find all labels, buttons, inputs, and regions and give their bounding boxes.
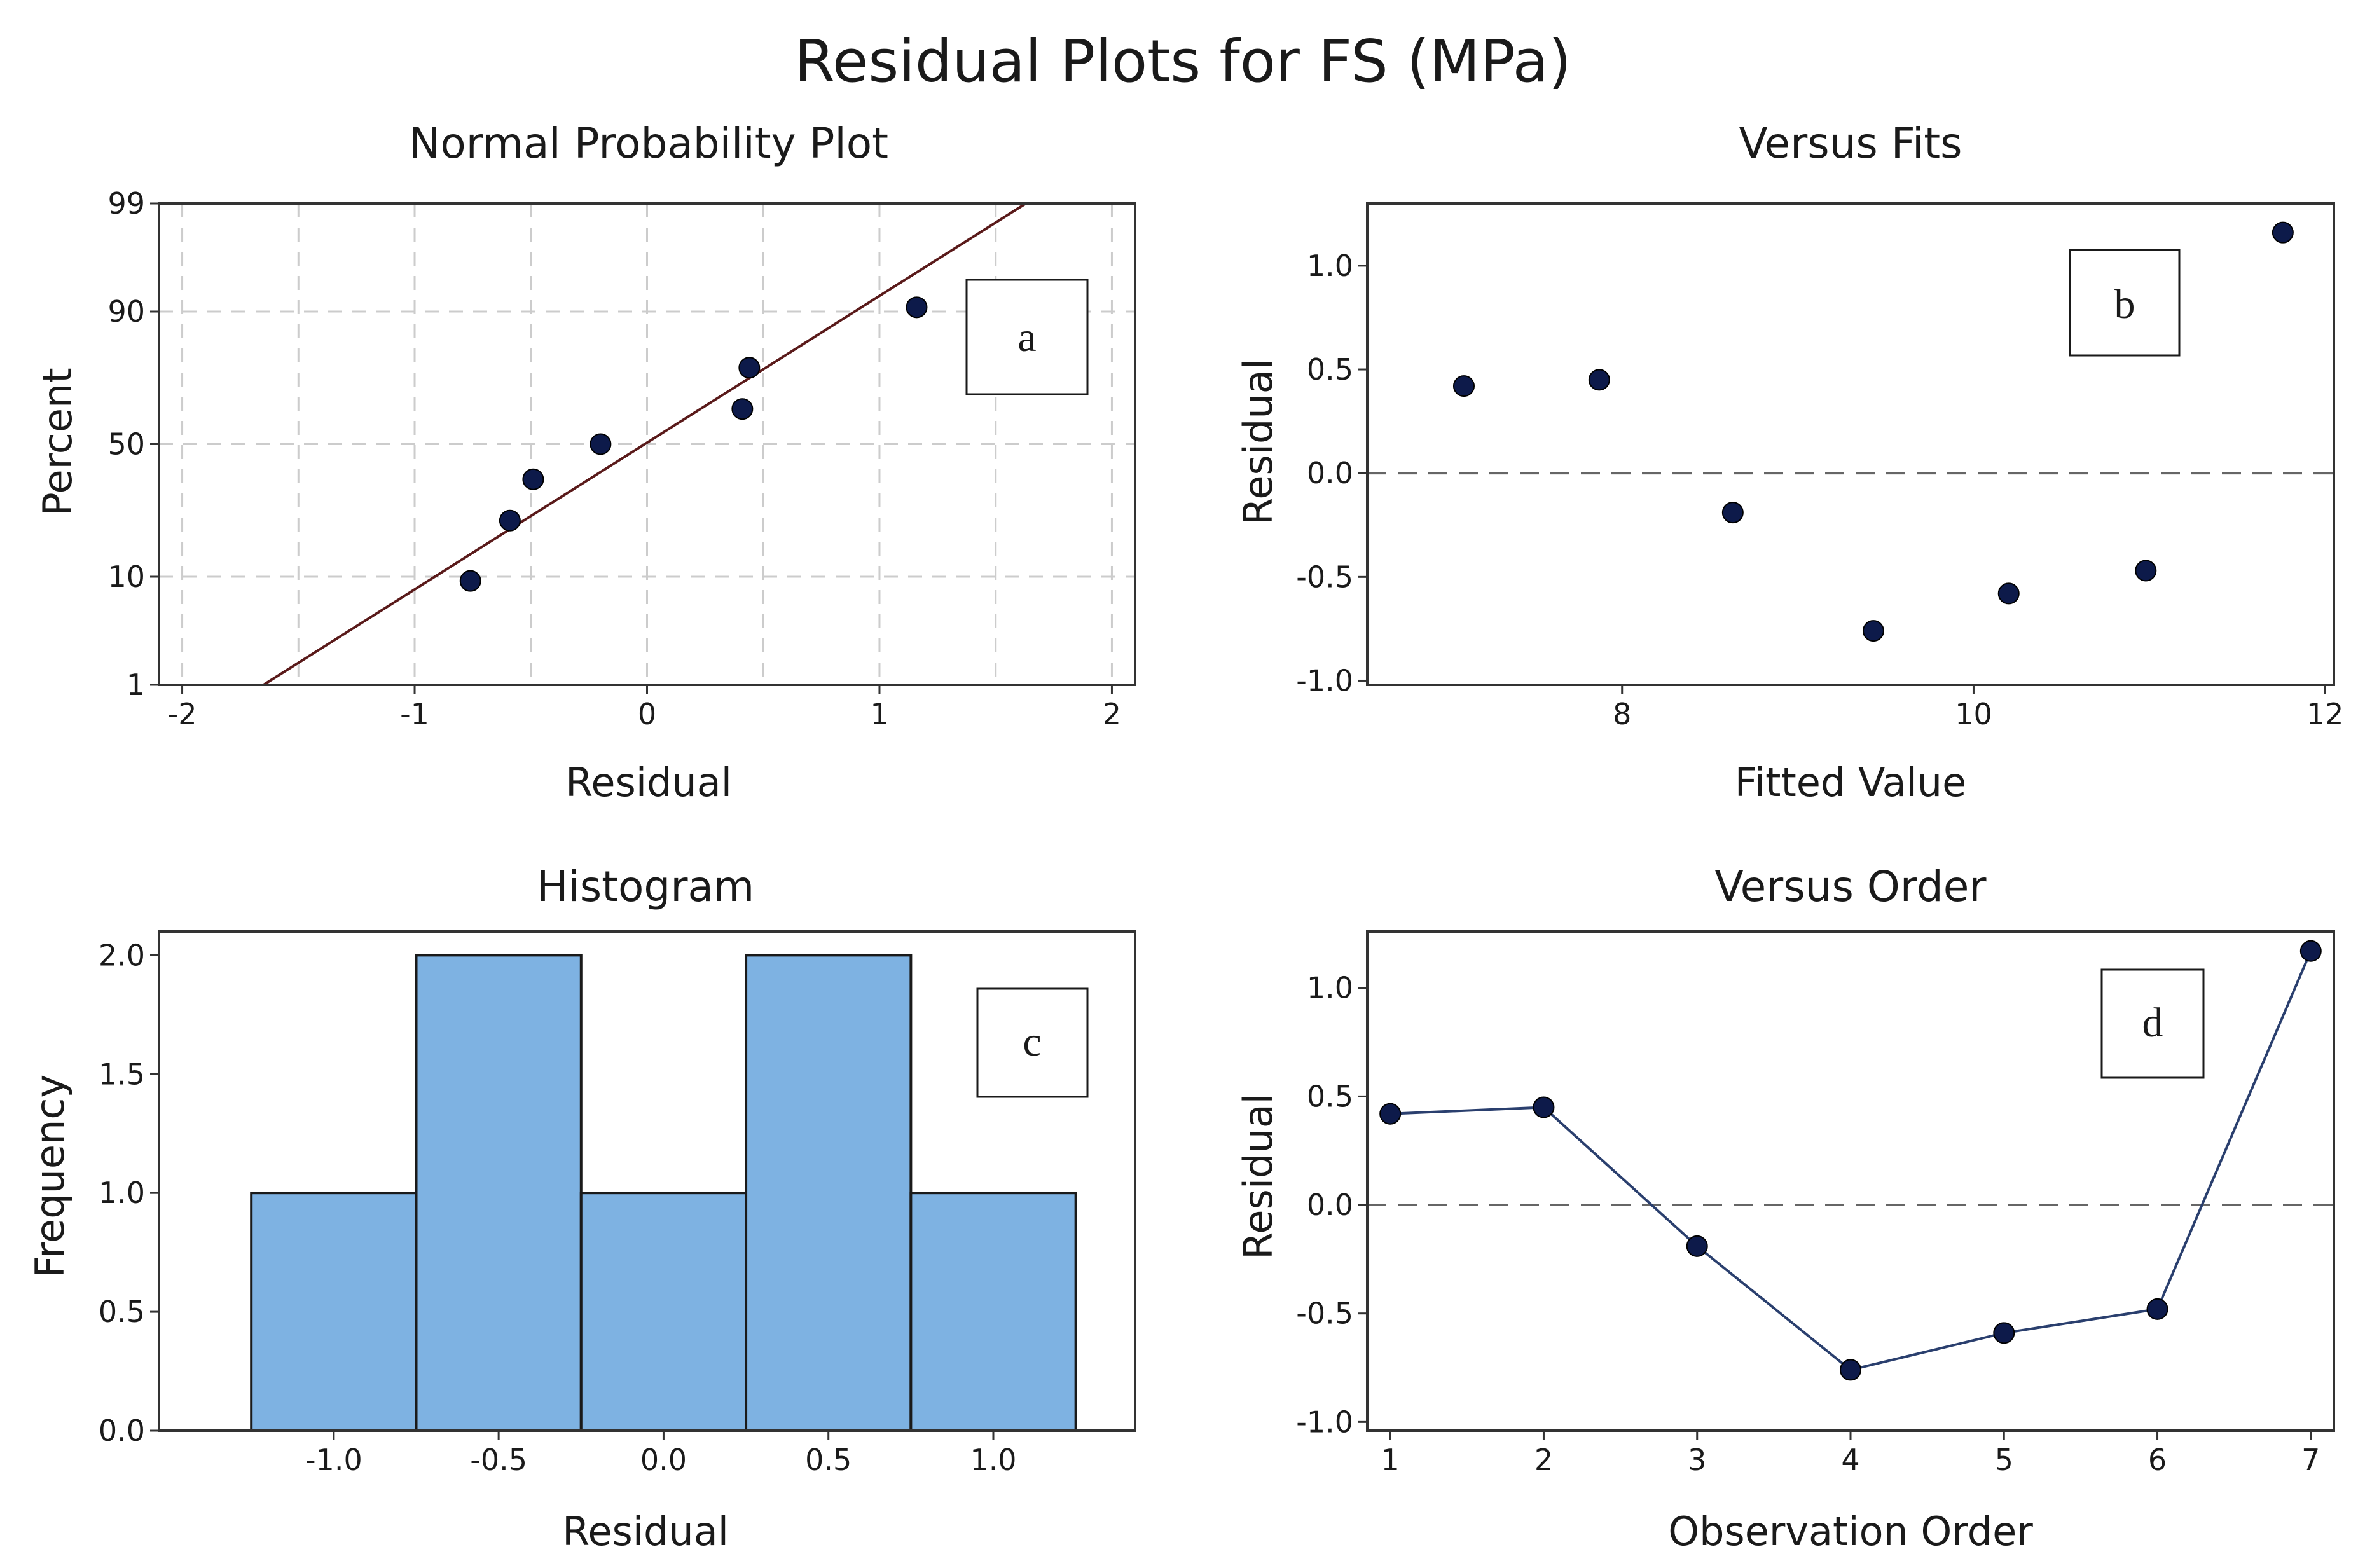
y-axis-label: Residual [1235,1093,1281,1260]
x-tick-label: 4 [1841,1443,1859,1477]
panel-letter-box: c [976,987,1089,1098]
panel-title: Histogram [537,862,754,911]
x-tick-label: 2 [1103,697,1121,731]
x-axis-label: Observation Order [1668,1508,2033,1555]
y-tick-label: 0.0 [1307,456,1353,490]
plot-frame [158,930,1136,1432]
panel-letter-box: b [2069,249,2181,357]
data-point [738,357,761,379]
y-tick-label: -0.5 [1296,560,1353,594]
histogram-bar [745,954,913,1432]
panel-versus-fits: Versus Fits Fitted Value Residual 8 10 12 -… [1235,119,2343,806]
x-tick-label: 2 [1534,1443,1553,1477]
y-tick-label: 1.0 [1307,249,1353,283]
x-tick-label: 12 [2306,697,2344,731]
x-tick-label: 5 [1995,1443,2013,1477]
panel-letter: d [2142,1000,2163,1046]
data-point [1862,620,1884,642]
x-axis-label: Fitted Value [1735,759,1966,806]
data-point [459,570,481,592]
x-tick-label: -1 [400,697,429,731]
panel-title: Versus Fits [1739,119,1962,168]
y-tick-label: 0.5 [99,1295,145,1329]
y-tick-label: 1.0 [1307,971,1353,1005]
y-tick-label: -0.5 [1296,1296,1353,1331]
y-tick-label: 1.0 [99,1176,145,1210]
y-tick-label: 0.5 [1307,1079,1353,1113]
plot-frame [1366,202,2335,686]
y-axis-label: Residual [1235,359,1281,525]
histogram-bar [415,954,583,1432]
figure-title: Residual Plots for FS (MPa) [794,27,1571,95]
x-tick-label: 3 [1688,1443,1706,1477]
x-tick-label: 8 [1613,697,1631,731]
data-point [1686,1235,1708,1257]
data-point [1721,502,1744,524]
y-axis-label: Percent [34,368,81,516]
panel-letter-box: a [965,279,1089,395]
y-axis-label: Frequency [27,1075,73,1278]
panel-letter: b [2114,281,2135,327]
panel-letter: a [1017,314,1036,361]
y-tick-label: 90 [107,294,145,329]
y-tick-label: 50 [107,427,145,462]
x-tick-label: 10 [1955,697,1992,731]
y-tick-label: 99 [107,186,145,221]
panel-histogram: Histogram Residual Frequency -1.0 -0.5 0.0… [27,862,1136,1555]
panel-versus-order: Versus Order Observation Order Residual … [1235,862,2335,1555]
y-tick-label: -1.0 [1296,1405,1353,1439]
data-point [1997,582,2020,605]
data-point [590,433,612,455]
histogram-bar [579,1192,748,1432]
y-tick-label: 10 [107,560,145,594]
histogram-bar [909,1192,1077,1432]
y-tick-label: 1.5 [99,1057,145,1091]
x-axis-label: Residual [562,1508,729,1555]
y-tick-label: 1 [127,668,145,702]
x-tick-label: 0.5 [805,1443,852,1477]
plot-frame [158,202,1136,686]
x-tick-label: 0.0 [640,1443,687,1477]
x-tick-label: 1.0 [970,1443,1016,1477]
plot-frame [1366,930,2335,1432]
panel-title: Normal Probability Plot [409,119,888,168]
data-point [2299,940,2322,962]
fit-line [263,202,1027,686]
x-tick-label: 1 [1381,1443,1400,1477]
y-tick-label: 0.0 [1307,1188,1353,1222]
x-tick-label: 1 [870,697,888,731]
data-point [1379,1103,1402,1125]
data-point [906,296,928,319]
data-point [2272,221,2294,244]
data-point [2146,1298,2168,1320]
x-axis-label: Residual [565,759,732,806]
x-tick-label: -0.5 [470,1443,527,1477]
y-tick-label: 0.0 [99,1413,145,1448]
panel-normal-probability: Normal Probability Plot Residual Percent… [34,119,1136,806]
histogram-bar [250,1192,418,1432]
x-tick-label: 0 [638,697,656,731]
panel-title: Versus Order [1715,862,1987,911]
data-point [2135,560,2157,582]
data-point [1533,1096,1555,1118]
y-tick-label: 2.0 [99,938,145,972]
x-tick-label: 6 [2148,1443,2167,1477]
x-tick-label: -1.0 [305,1443,362,1477]
data-point [522,468,544,490]
data-point [1453,375,1475,397]
data-point [731,398,754,420]
x-tick-label: 7 [2301,1443,2320,1477]
x-tick-label: -2 [168,697,197,731]
data-point [1588,369,1610,391]
y-tick-label: -1.0 [1296,663,1353,698]
data-point [499,509,521,532]
y-tick-label: 0.5 [1307,352,1353,387]
data-point [1993,1322,2015,1344]
panel-letter: c [1023,1019,1041,1065]
data-point [1840,1359,1861,1381]
panel-letter-box: d [2100,968,2205,1079]
